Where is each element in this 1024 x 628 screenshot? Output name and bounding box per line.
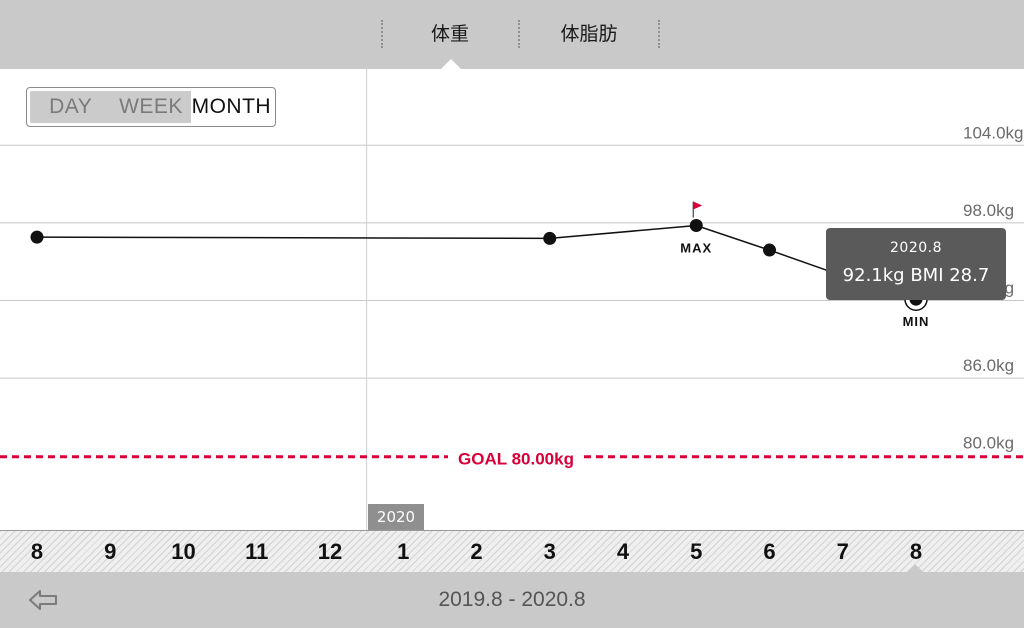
tab-bar: 体重 体脂肪 bbox=[0, 0, 1024, 69]
data-point bbox=[543, 231, 557, 245]
month-label[interactable]: 8 bbox=[30, 539, 44, 564]
selected-month-indicator bbox=[907, 564, 923, 572]
month-label[interactable]: 12 bbox=[317, 539, 343, 564]
month-label[interactable]: 1 bbox=[397, 539, 410, 564]
month-label[interactable]: 7 bbox=[836, 539, 849, 564]
range-week-button[interactable]: WEEK bbox=[111, 91, 191, 123]
month-label[interactable]: 4 bbox=[616, 539, 630, 564]
max-label: MAX bbox=[680, 240, 712, 255]
tooltip-date: 2020.8 bbox=[890, 240, 942, 256]
footer-bar: 2019.8 - 2020.8 bbox=[0, 572, 1024, 628]
month-label[interactable]: 5 bbox=[690, 539, 703, 564]
y-tick-label: 104.0kg bbox=[963, 123, 1024, 142]
month-label[interactable]: 2 bbox=[470, 539, 483, 564]
data-point bbox=[30, 230, 44, 244]
series-line bbox=[36, 224, 917, 300]
data-point bbox=[763, 243, 776, 257]
range-day-button[interactable]: DAY bbox=[30, 91, 112, 123]
tab-separator bbox=[518, 20, 520, 48]
tooltip-values: 92.1kg BMI 28.7 bbox=[842, 265, 990, 286]
date-range-label: 2019.8 - 2020.8 bbox=[438, 588, 586, 611]
min-label: MIN bbox=[903, 314, 930, 329]
y-tick-label: 98.0kg bbox=[963, 201, 1014, 220]
month-label[interactable]: 8 bbox=[909, 539, 923, 564]
month-label[interactable]: 6 bbox=[763, 539, 776, 564]
month-label[interactable]: 3 bbox=[543, 539, 556, 564]
back-arrow-icon bbox=[29, 590, 57, 610]
tab-separator bbox=[658, 20, 660, 48]
tab-separator bbox=[381, 20, 383, 48]
range-month-button[interactable]: MONTH bbox=[190, 91, 272, 123]
active-tab-indicator bbox=[441, 59, 461, 69]
back-button[interactable] bbox=[26, 586, 62, 614]
month-label[interactable]: 10 bbox=[171, 539, 196, 564]
max-flag-icon bbox=[693, 201, 703, 210]
range-toggle: DAY WEEK MONTH bbox=[26, 87, 276, 127]
tab-body-fat[interactable]: 体脂肪 bbox=[560, 23, 618, 45]
month-axis[interactable]: 8 9 10 11 12 1 2 3 4 5 6 7 8 bbox=[0, 530, 1024, 572]
tab-weight[interactable]: 体重 bbox=[430, 23, 469, 45]
y-tick-label: 80.0kg bbox=[963, 434, 1014, 453]
month-label[interactable]: 9 bbox=[104, 539, 117, 564]
y-tick-label: 86.0kg bbox=[963, 356, 1014, 375]
year-marker: 2020 bbox=[368, 504, 424, 530]
value-tooltip: 2020.8 92.1kg BMI 28.7 bbox=[826, 228, 1006, 300]
month-label[interactable]: 11 bbox=[245, 539, 269, 564]
data-point bbox=[689, 218, 703, 232]
goal-label: GOAL 80.00kg bbox=[458, 450, 574, 469]
